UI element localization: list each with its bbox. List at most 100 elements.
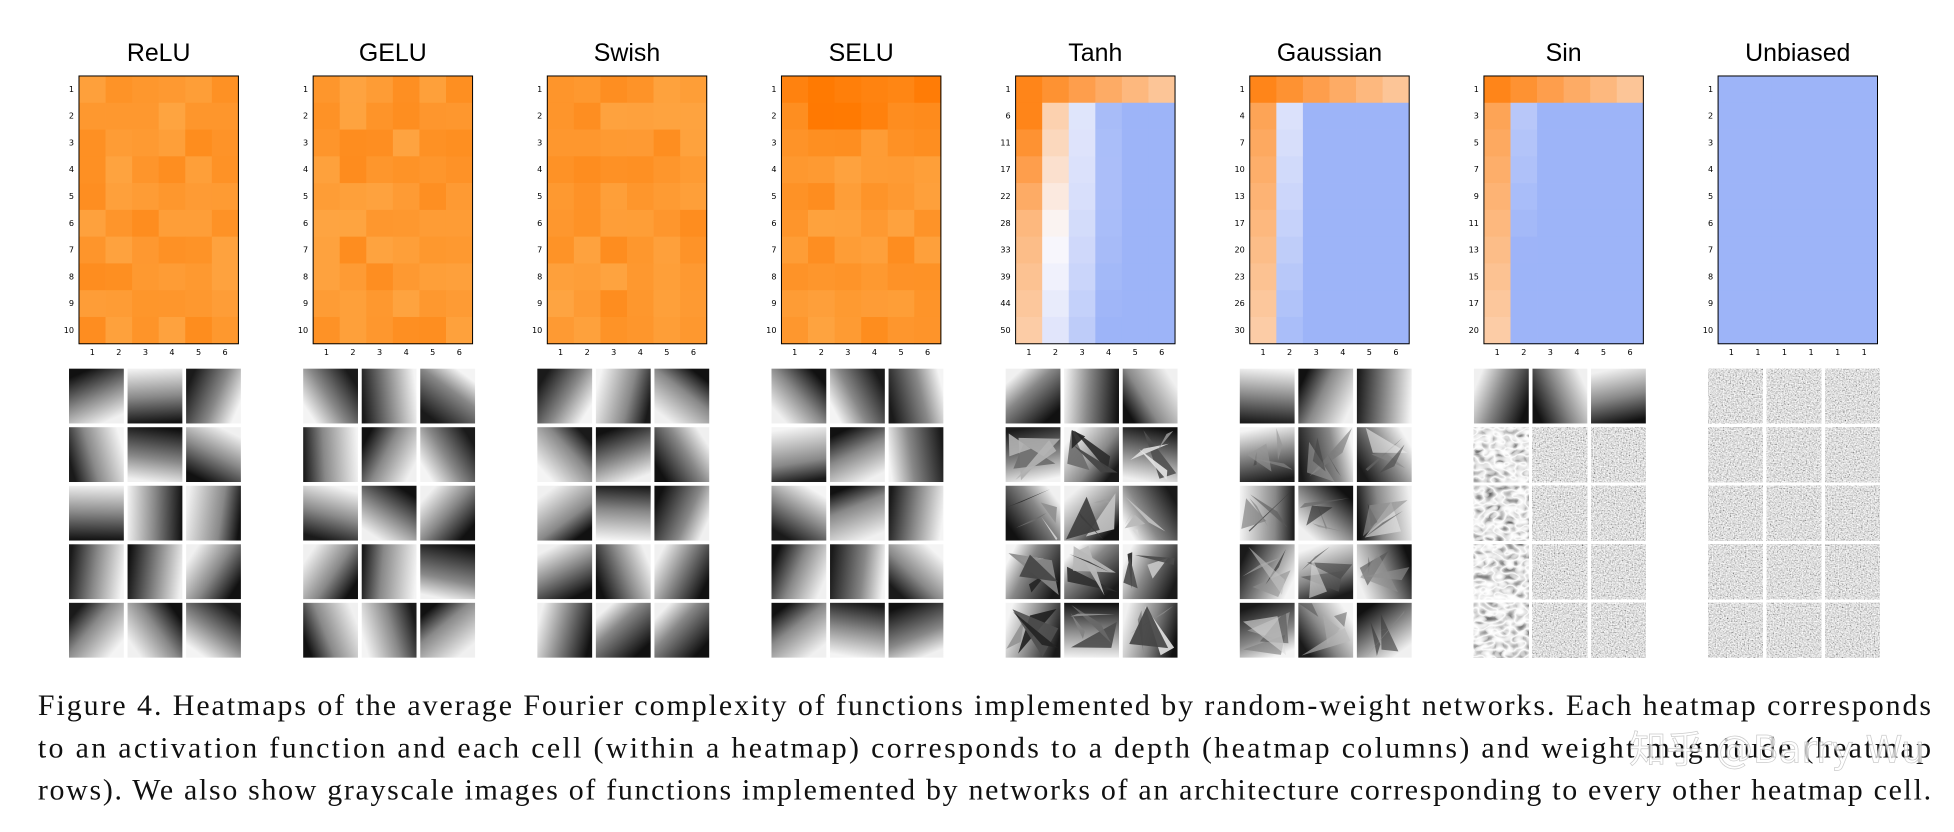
heatmap-cell: [887, 183, 915, 211]
heatmap-cell: [547, 236, 575, 264]
heatmap-cell: [1590, 75, 1618, 104]
function-image: [595, 427, 651, 483]
y-tick-label: 3: [69, 137, 74, 147]
heatmap-cell: [1744, 129, 1772, 157]
x-tick-label: 3: [611, 347, 616, 357]
function-image: [595, 368, 651, 424]
heatmap-cell: [132, 156, 160, 184]
heatmap-cell: [627, 156, 654, 184]
heatmap-cell: [1744, 236, 1772, 264]
heatmap-cell: [914, 209, 942, 238]
function-image: [1473, 602, 1529, 658]
function-shape: [1071, 621, 1117, 648]
function-image: [1591, 544, 1646, 600]
x-tick-label: 1: [90, 347, 95, 357]
heatmap-cell: [1510, 209, 1538, 238]
function-image: [537, 368, 593, 424]
heatmap-cell: [680, 209, 708, 238]
heatmap-cell: [132, 209, 160, 238]
function-shape: [1065, 496, 1100, 540]
heatmap-cell: [1121, 290, 1149, 318]
function-image: [888, 602, 944, 658]
heatmap-cell: [1276, 156, 1304, 184]
heatmap-cell: [445, 75, 473, 104]
heatmap-cell: [887, 129, 915, 157]
heatmap-cell: [1356, 156, 1383, 184]
heatmap-cell: [1616, 156, 1644, 184]
heatmap-cell: [1329, 75, 1357, 104]
heatmap-cell: [834, 102, 862, 130]
function-image: [420, 368, 476, 424]
heatmap-cell: [887, 263, 915, 291]
x-tick-label: 1: [1495, 347, 1500, 357]
heatmap-cell: [366, 102, 394, 130]
heatmap-cell: [1382, 316, 1410, 345]
heatmap-cell: [211, 236, 239, 264]
heatmap-cell: [1329, 129, 1357, 157]
heatmap-cell: [834, 75, 862, 104]
heatmap-cell: [1042, 102, 1070, 130]
y-tick-label: 3: [771, 137, 776, 147]
heatmap-cell: [1744, 183, 1772, 211]
heatmap-cell: [1797, 75, 1825, 104]
x-tick-label: 1: [1809, 347, 1814, 357]
y-tick-label: 9: [771, 298, 776, 308]
heatmap-cell: [1537, 156, 1565, 184]
y-tick-label: 4: [69, 164, 74, 174]
function-image: [303, 485, 358, 541]
heatmap-cell: [1382, 129, 1410, 157]
heatmap-cell: [1797, 102, 1825, 130]
heatmap-cell: [680, 236, 708, 264]
y-tick-label: 1: [303, 84, 308, 94]
heatmap-cell: [887, 75, 915, 104]
function-image: [830, 427, 885, 483]
heatmap-cell: [392, 183, 420, 211]
function-image: [888, 368, 944, 424]
function-image: [303, 368, 358, 424]
function-image: [1473, 485, 1529, 541]
heatmap-cell: [392, 75, 420, 104]
y-tick-label: 9: [537, 298, 542, 308]
heatmap-cell: [914, 129, 942, 157]
heatmap-cell: [1329, 156, 1357, 184]
heatmap-cell: [1771, 156, 1799, 184]
x-tick-label: 6: [925, 347, 930, 357]
heatmap-cell: [1850, 209, 1878, 238]
heatmap-cell: [1356, 236, 1383, 264]
heatmap-cell: [1850, 129, 1878, 157]
y-tick-label: 5: [1474, 137, 1479, 147]
heatmap-cell: [600, 102, 628, 130]
function-image: [1239, 368, 1295, 424]
heatmap-cell: [392, 263, 420, 291]
x-tick-label: 4: [1340, 347, 1345, 357]
heatmap-cell: [808, 290, 835, 318]
heatmap-cell: [1744, 209, 1772, 238]
heatmap-cell: [1563, 209, 1591, 238]
heatmap-cell: [1068, 209, 1096, 238]
heatmap-cell: [573, 156, 601, 184]
heatmap-cell: [1382, 290, 1410, 318]
heatmap-cell: [1015, 236, 1043, 264]
heatmap-cell: [1510, 183, 1538, 211]
heatmap-cell: [366, 316, 394, 345]
heatmap-cell: [1771, 129, 1799, 157]
heatmap-cell: [1276, 75, 1304, 104]
function-image: [1825, 368, 1880, 424]
y-tick-label: 1: [69, 84, 74, 94]
y-tick-label: 11: [1469, 218, 1479, 228]
heatmap-cell: [1824, 290, 1852, 318]
heatmap-cell: [1015, 263, 1043, 291]
heatmap-cell: [1563, 129, 1591, 157]
function-image: [537, 427, 593, 483]
heatmap-cell: [1797, 156, 1825, 184]
heatmap-cell: [781, 263, 809, 291]
heatmap-cell: [1616, 316, 1644, 345]
caption-line: rows). We also show grayscale images of …: [38, 774, 1931, 807]
heatmap-frame: [1483, 75, 1644, 345]
heatmap-cell: [1718, 263, 1746, 291]
function-shape: [1380, 614, 1399, 652]
heatmap-cell: [419, 156, 447, 184]
function-image: [771, 544, 827, 600]
heatmap-cell: [132, 129, 160, 157]
